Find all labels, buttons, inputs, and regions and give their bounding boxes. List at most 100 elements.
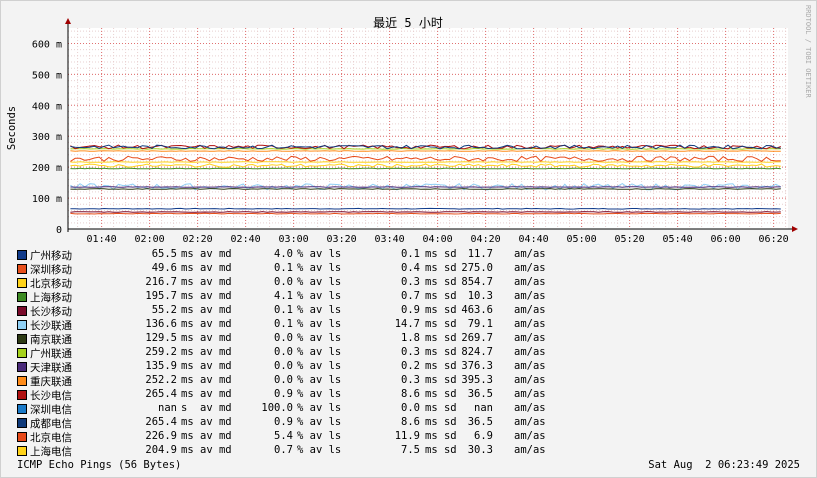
legend-loss-label: % av ls [297,444,342,456]
legend-ratio-label: am/as [514,248,546,260]
legend-sd-label: ms sd [425,248,457,260]
legend-swatch [17,292,27,302]
y-tick-label: 200 m [32,163,62,174]
legend-ratio-label: am/as [514,290,546,302]
legend-loss-label: % av ls [297,318,342,330]
legend-ratio: 6.9 [474,430,493,442]
legend-swatch [17,404,27,414]
legend-ratio-label: am/as [514,318,546,330]
legend-swatch [17,418,27,428]
legend-row: 成都电信 265.4 ms 0.9 % av ls 8.6 ms sd 36.5 am/as av… [17,416,577,430]
legend-value: 135.9 [145,360,177,372]
legend-sd: 0.3 [401,374,420,386]
legend-row: 长沙移动 55.2 ms 0.1 % av ls 0.9 ms sd 463.6 am/as av… [17,304,577,318]
legend-row: 上海电信 204.9 ms 0.7 % av ls 7.5 ms sd 30.3 am/as av… [17,444,577,458]
x-tick-label: 04:20 [471,234,501,245]
legend-sd: 8.6 [401,416,420,428]
legend-swatch [17,334,27,344]
x-tick-label: 04:40 [519,234,549,245]
legend-name: 北京移动 [30,278,72,290]
legend-name: 天津联通 [30,362,72,374]
y-axis-label: Seconds [6,106,18,150]
legend-name: 成都电信 [30,418,72,430]
legend-unit: ms [181,248,194,260]
legend-value: 265.4 [145,416,177,428]
legend-swatch [17,432,27,442]
plot-area [68,28,788,229]
legend-ratio: 30.3 [467,444,493,456]
x-tick-label: 03:20 [327,234,357,245]
legend-value: 55.2 [151,304,177,316]
legend-loss-label: % av ls [297,346,342,358]
legend-loss-label: % av ls [297,262,342,274]
legend-unit: ms [181,430,194,442]
x-tick-label: 05:20 [615,234,645,245]
series-line-8 [70,186,781,188]
legend-unit: ms [181,416,194,428]
legend-loss: 0.9 [274,388,293,400]
legend-loss: 0.1 [274,262,293,274]
footer-title: ICMP Echo Pings (56 Bytes) [17,459,182,471]
legend-value: nan [158,402,177,414]
legend-sd: 0.0 [401,402,420,414]
legend-loss: 0.0 [274,346,293,358]
legend-loss: 5.4 [274,430,293,442]
legend-swatch [17,348,27,358]
series-line-3 [70,167,781,170]
legend-loss-label: % av ls [297,430,342,442]
x-tick-label: 04:00 [423,234,453,245]
legend-unit: ms [181,360,194,372]
legend-md-label: av md [200,346,232,358]
y-tick-label: 100 m [32,194,62,205]
legend-swatch [17,250,27,260]
x-tick-label: 03:40 [375,234,405,245]
legend-loss: 0.1 [274,318,293,330]
legend-sd: 0.7 [401,290,420,302]
legend-unit: ms [181,276,194,288]
legend-md-label: av md [200,444,232,456]
y-tick-label: 600 m [32,39,62,50]
legend-value: 216.7 [145,276,177,288]
legend-loss: 0.1 [274,304,293,316]
legend-loss-label: % av ls [297,332,342,344]
legend-md-label: av md [200,290,232,302]
legend-swatch [17,362,27,372]
legend-md-label: av md [200,416,232,428]
legend-md-label: av md [200,304,232,316]
legend-name: 广州移动 [30,250,72,262]
legend-value: 265.4 [145,388,177,400]
legend-swatch [17,376,27,386]
legend-ratio-label: am/as [514,388,546,400]
legend-unit: ms [181,332,194,344]
legend-row: 长沙联通 136.6 ms 0.1 % av ls 14.7 ms sd 79.1 am/as a… [17,318,577,332]
legend-loss: 0.0 [274,360,293,372]
legend-sd-label: ms sd [425,388,457,400]
legend-name: 深圳电信 [30,404,72,416]
legend-loss: 100.0 [261,402,293,414]
legend-sd-label: ms sd [425,346,457,358]
y-axis-arrow [65,18,71,24]
legend-md-label: av md [200,332,232,344]
legend-row: 深圳电信 nan s 100.0% av ls 0.0 ms sd nan am/as av m… [17,402,577,416]
y-tick-label: 300 m [32,132,62,143]
legend-swatch [17,278,27,288]
legend-sd: 0.1 [401,248,420,260]
legend-ratio-label: am/as [514,416,546,428]
legend-unit: s [181,402,188,414]
legend-name: 长沙移动 [30,306,72,318]
legend-swatch [17,390,27,400]
legend-sd-label: ms sd [425,262,457,274]
legend-loss: 0.9 [274,416,293,428]
legend-loss-label: % av ls [297,388,342,400]
legend-sd: 0.4 [401,262,420,274]
legend-value: 136.6 [145,318,177,330]
legend-sd-label: ms sd [425,332,457,344]
x-tick-label: 06:20 [759,234,789,245]
legend-name: 深圳移动 [30,264,72,276]
legend-md-label: av md [200,430,232,442]
legend-name: 上海移动 [30,292,72,304]
legend-ratio: 463.6 [461,304,493,316]
legend-ratio: 79.1 [467,318,493,330]
legend-ratio-label: am/as [514,444,546,456]
legend-ratio: 36.5 [467,388,493,400]
